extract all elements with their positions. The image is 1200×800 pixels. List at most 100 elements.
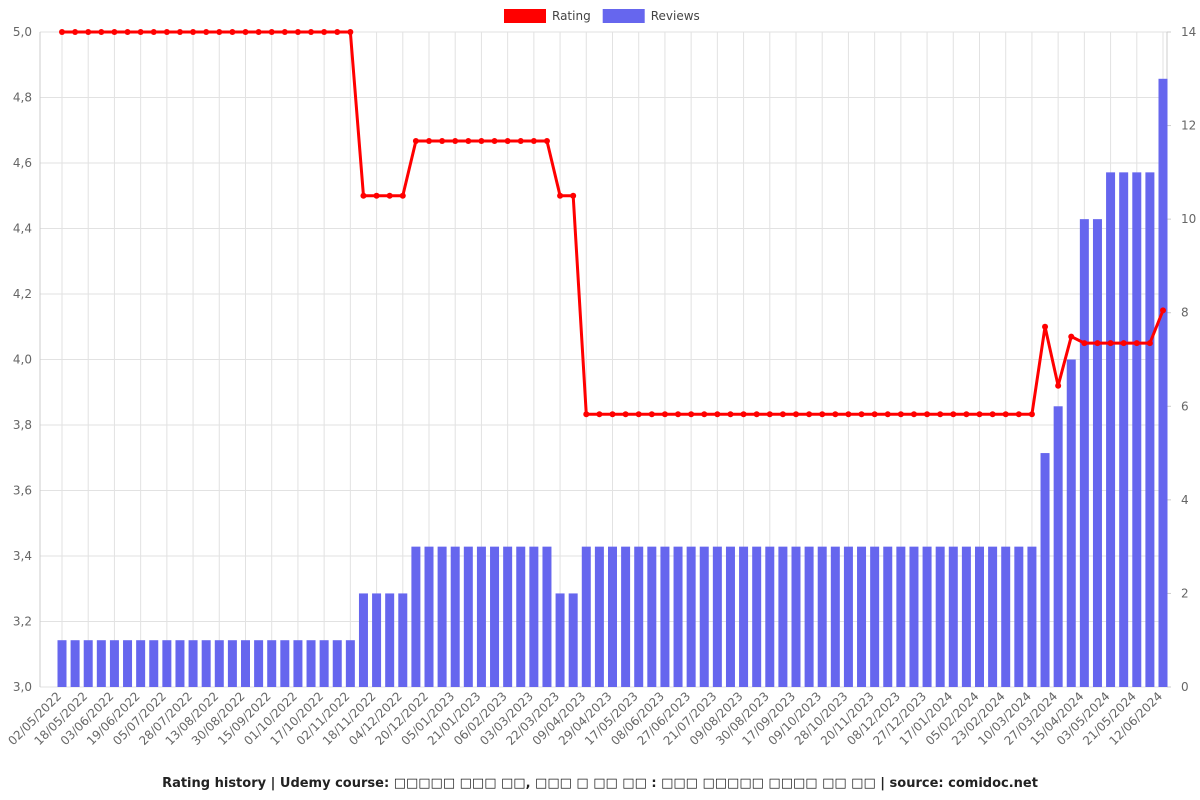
rating-point (688, 411, 695, 418)
rating-point (334, 29, 341, 35)
bar (437, 546, 447, 687)
bar (1079, 219, 1089, 687)
rating-point (229, 29, 236, 35)
rating-point (111, 29, 118, 35)
bar (372, 593, 382, 687)
rating-point (1055, 382, 1062, 389)
bar (398, 593, 408, 687)
rating-point (924, 411, 931, 418)
bar (581, 546, 591, 687)
rating-point (412, 138, 419, 145)
rating-point (583, 411, 590, 418)
bar (948, 546, 958, 687)
y-tick-label: 4,0 (13, 353, 32, 367)
rating-point (1133, 340, 1140, 347)
rating-point (910, 411, 917, 418)
y-tick-label: 3,2 (13, 615, 32, 629)
rating-point (806, 411, 813, 418)
bar (647, 546, 657, 687)
rating-point (622, 411, 629, 418)
bar (542, 546, 552, 687)
rating-point (832, 411, 839, 418)
bar (529, 546, 539, 687)
y-tick-label: 3,4 (13, 549, 32, 563)
rating-point (504, 138, 511, 145)
bar (162, 640, 172, 687)
rating-point (452, 138, 459, 145)
rating-point (1107, 340, 1114, 347)
rating-point (203, 29, 210, 35)
bar (712, 546, 722, 687)
bar (634, 546, 644, 687)
legend-label: Reviews (651, 9, 700, 23)
rating-point (714, 411, 721, 418)
bar (922, 546, 932, 687)
rating-point (491, 138, 498, 145)
bar (214, 640, 224, 687)
bar (319, 640, 329, 687)
rating-point (976, 411, 983, 418)
rating-point (740, 411, 747, 418)
bar (778, 546, 788, 687)
rating-point (871, 411, 878, 418)
rating-point (360, 192, 367, 199)
rating-point (72, 29, 79, 35)
rating-point (858, 411, 865, 418)
rating-point (779, 411, 786, 418)
bar (830, 546, 840, 687)
y-tick-label: 3,0 (13, 680, 32, 694)
rating-point (347, 29, 354, 35)
rating-point (609, 411, 616, 418)
rating-point (1028, 411, 1035, 418)
bar (568, 593, 578, 687)
bar (175, 640, 185, 687)
bar (280, 640, 290, 687)
bar (555, 593, 565, 687)
bar (1158, 78, 1168, 688)
rating-point (517, 138, 524, 145)
y2-tick-label: 8 (1181, 306, 1189, 320)
bar (201, 640, 211, 687)
rating-point (543, 138, 550, 145)
bar (358, 593, 368, 687)
bar (843, 546, 853, 687)
bar (699, 546, 709, 687)
rating-point (570, 192, 577, 199)
bar (896, 546, 906, 687)
rating-point (766, 411, 773, 418)
bar (503, 546, 513, 687)
rating-point (399, 192, 406, 199)
bar (57, 640, 67, 687)
rating-point (989, 411, 996, 418)
rating-point (819, 411, 826, 418)
rating-point (373, 192, 380, 199)
bar (1092, 219, 1102, 687)
bar (149, 640, 159, 687)
rating-point (557, 192, 564, 199)
bar (1145, 172, 1155, 687)
bar (660, 546, 670, 687)
bar (411, 546, 421, 687)
rating-point (793, 411, 799, 418)
y2-tick-label: 6 (1181, 399, 1189, 413)
y-tick-label: 5,0 (13, 25, 32, 39)
bar (594, 546, 604, 687)
rating-point (950, 411, 957, 418)
bar (385, 593, 395, 687)
bar (254, 640, 264, 687)
y-tick-label: 4,8 (13, 91, 32, 105)
bar (424, 546, 434, 687)
bar (975, 546, 984, 687)
bar (1119, 172, 1129, 687)
rating-point (701, 411, 708, 418)
bar (70, 640, 80, 687)
bar (188, 640, 198, 687)
rating-point (675, 411, 682, 418)
bar (463, 546, 473, 687)
legend-swatch (602, 9, 645, 23)
bar (804, 546, 814, 687)
rating-point (255, 29, 262, 35)
bar (870, 546, 880, 687)
rating-point (386, 192, 393, 199)
